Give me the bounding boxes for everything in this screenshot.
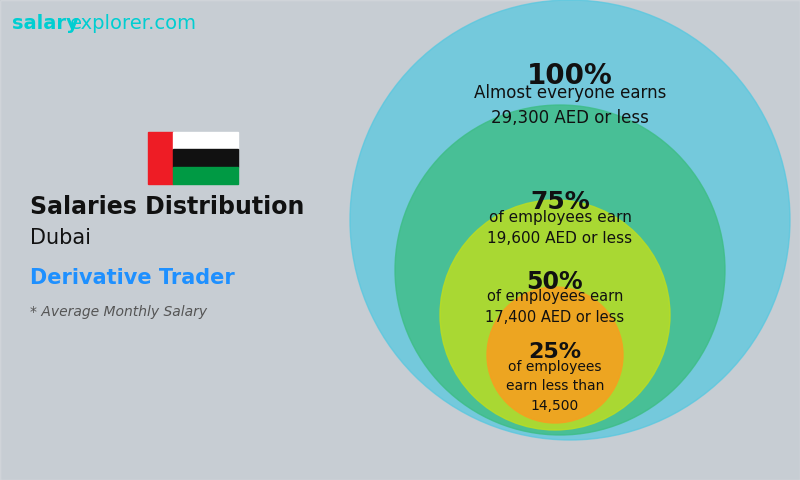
Text: Almost everyone earns
29,300 AED or less: Almost everyone earns 29,300 AED or less	[474, 84, 666, 127]
Text: of employees earn
19,600 AED or less: of employees earn 19,600 AED or less	[487, 210, 633, 246]
Text: Derivative Trader: Derivative Trader	[30, 268, 234, 288]
Text: salary: salary	[12, 14, 78, 33]
Bar	[148, 132, 173, 184]
Text: 75%: 75%	[530, 190, 590, 214]
Text: explorer.com: explorer.com	[70, 14, 197, 33]
Circle shape	[395, 105, 725, 435]
Text: Salaries Distribution: Salaries Distribution	[30, 195, 304, 219]
Circle shape	[440, 200, 670, 430]
Text: 25%: 25%	[529, 342, 582, 362]
Bar	[173, 132, 238, 149]
Circle shape	[487, 287, 623, 423]
Text: * Average Monthly Salary: * Average Monthly Salary	[30, 305, 207, 319]
Text: 100%: 100%	[527, 62, 613, 90]
Text: Dubai: Dubai	[30, 228, 91, 248]
Text: 50%: 50%	[526, 270, 583, 294]
Bar	[173, 167, 238, 184]
Text: of employees
earn less than
14,500: of employees earn less than 14,500	[506, 360, 604, 413]
Bar	[173, 149, 238, 167]
Text: of employees earn
17,400 AED or less: of employees earn 17,400 AED or less	[486, 289, 625, 325]
Circle shape	[350, 0, 790, 440]
